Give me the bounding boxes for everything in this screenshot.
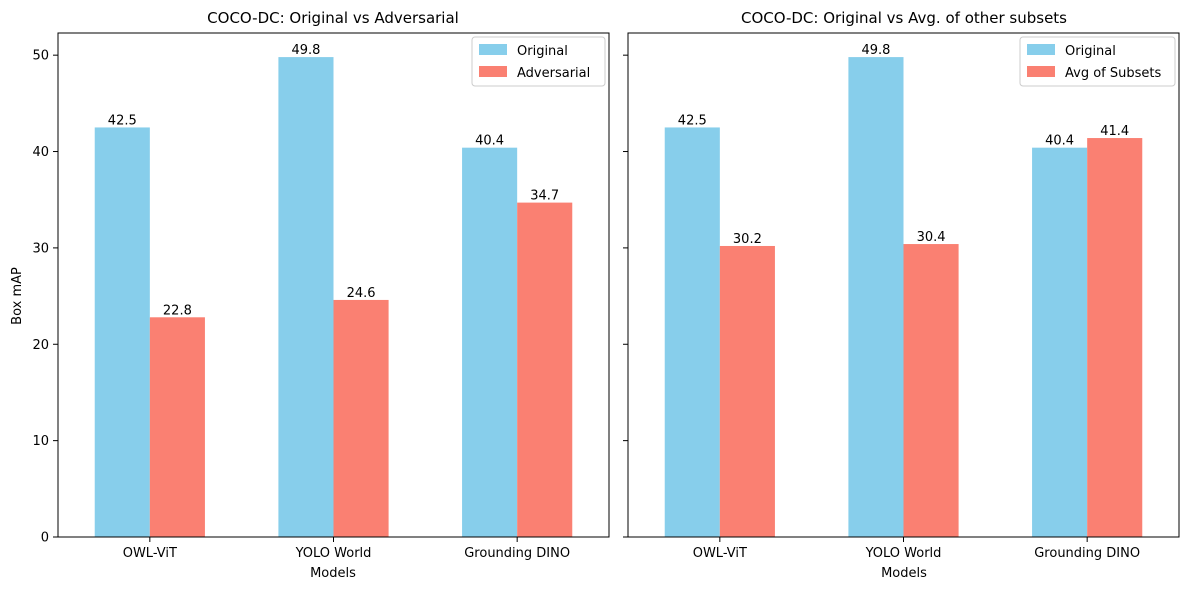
left-legend: Original Adversarial (471, 36, 606, 87)
left-legend-swatch-original (479, 44, 507, 55)
left-y-tick-label: 40 (32, 145, 49, 160)
right-bar-value-label: 30.4 (917, 230, 946, 245)
right-plot-frame (627, 32, 1180, 538)
right-bar-original (1032, 147, 1088, 537)
left-bar-value-label: 34.7 (530, 189, 559, 204)
right-x-tick-label: Grounding DINO (1034, 546, 1140, 561)
right-x-axis-label: Models (881, 566, 927, 581)
left-x-axis-label: Models (310, 566, 356, 581)
left-x-tick-label: Grounding DINO (464, 546, 570, 561)
right-bar-value-label: 42.5 (678, 113, 707, 128)
right-legend: Original Avg of Subsets (1019, 36, 1176, 87)
left-chart-title: COCO-DC: Original vs Adversarial (207, 9, 459, 27)
left-x-tick-label: YOLO World (295, 546, 372, 561)
left-bar-value-label: 40.4 (475, 134, 504, 149)
right-chart-panel: COCO-DC: Original vs Avg. of other subse… (623, 9, 1180, 581)
left-bar-value-label: 22.8 (163, 303, 192, 318)
right-bar-value-label: 40.4 (1045, 134, 1074, 149)
right-chart-title: COCO-DC: Original vs Avg. of other subse… (741, 9, 1067, 27)
right-x-tick-label: OWL-ViT (693, 546, 747, 561)
left-bar-adversarial (149, 317, 205, 537)
left-y-tick-label: 50 (32, 49, 49, 64)
right-legend-label-original: Original (1065, 44, 1116, 59)
left-plot-frame (57, 32, 610, 538)
right-bar-avg-of-subsets (903, 244, 959, 537)
left-y-tick-label: 20 (32, 338, 49, 353)
left-bar-original (462, 147, 518, 537)
left-bar-original (94, 127, 150, 538)
right-bar-avg-of-subsets (1087, 138, 1143, 537)
left-legend-label-original: Original (517, 44, 568, 59)
right-bar-value-label: 30.2 (733, 232, 762, 247)
left-bar-value-label: 49.8 (291, 43, 320, 58)
left-legend-swatch-adversarial (479, 66, 507, 77)
right-legend-label-avg-of-subsets: Avg of Subsets (1065, 66, 1161, 81)
right-legend-box (1019, 36, 1176, 87)
left-y-tick-label: 30 (32, 241, 49, 256)
right-bar-value-label: 41.4 (1100, 124, 1129, 139)
left-chart-marks: 0 10 20 30 40 50 42.5 22.8 OWL-ViT 49.8 24.6 YOLO W… (32, 43, 573, 561)
left-y-tick-label: 10 (32, 434, 49, 449)
right-x-tick-label: YOLO World (865, 546, 942, 561)
right-legend-swatch-avg-of-subsets (1027, 66, 1055, 77)
right-bar-value-label: 49.8 (861, 43, 890, 58)
left-bar-value-label: 42.5 (108, 113, 137, 128)
left-y-tick-label: 0 (41, 531, 49, 546)
left-chart-panel: COCO-DC: Original vs Adversarial Models … (10, 9, 610, 581)
right-bar-original (848, 57, 904, 538)
left-legend-label-adversarial: Adversarial (517, 66, 590, 81)
left-x-tick-label: OWL-ViT (123, 546, 177, 561)
left-bar-original (278, 57, 334, 538)
left-bar-adversarial (517, 202, 573, 537)
right-legend-swatch-original (1027, 44, 1055, 55)
left-bar-value-label: 24.6 (347, 286, 376, 301)
left-bar-adversarial (333, 299, 389, 537)
left-y-axis-label: Box mAP (10, 267, 25, 325)
right-bar-avg-of-subsets (719, 245, 775, 537)
right-chart-marks: 42.5 30.2 OWL-ViT 49.8 30.4 YOLO World 40.4 41.… (623, 43, 1143, 561)
right-bar-original (664, 127, 720, 538)
